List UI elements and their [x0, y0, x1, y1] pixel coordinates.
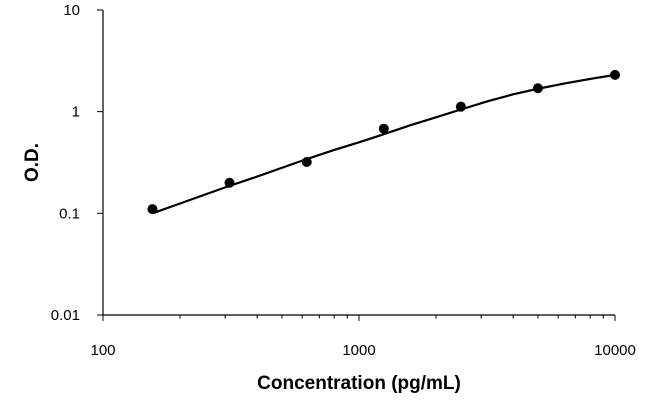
data-points	[147, 69, 620, 215]
y-tick-label: 1	[72, 104, 80, 121]
x-tick-label: 10000	[594, 342, 636, 359]
data-point	[455, 101, 466, 112]
tick-marks	[97, 9, 616, 321]
data-point	[378, 123, 389, 134]
data-point	[610, 69, 620, 80]
data-point	[147, 204, 158, 215]
data-point	[532, 83, 543, 94]
data-point	[224, 177, 235, 188]
y-axis-title: O.D.	[22, 143, 43, 182]
data-point	[301, 156, 312, 167]
plot-area: 100 1000 10000 10 1 0.1 0.01	[51, 2, 636, 359]
y-tick-label: 0.1	[59, 205, 80, 222]
x-tick-label: 100	[90, 342, 115, 359]
x-axis-title: Concentration (pg/mL)	[257, 373, 461, 394]
y-tick-label: 10	[63, 2, 80, 19]
fit-curve	[152, 73, 616, 215]
y-tick-label: 0.01	[51, 307, 80, 324]
x-tick-label: 1000	[342, 342, 375, 359]
tick-labels: 100 1000 10000 10 1 0.1 0.01	[51, 2, 636, 359]
